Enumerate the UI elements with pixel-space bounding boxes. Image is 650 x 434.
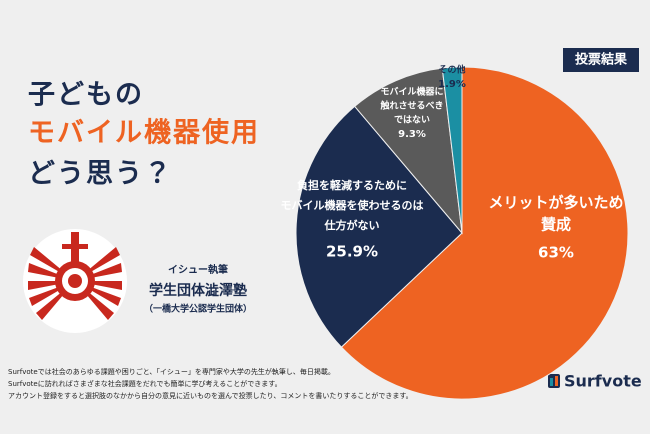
pie (295, 66, 629, 400)
value-label: 63% (538, 244, 574, 262)
pie-slice (353, 67, 463, 235)
author-note: （一橋大学公認学生団体） (144, 303, 252, 315)
footer-line: アカウント登録をすると選択肢のなかから自分の意見に近いものを選んで投票したり、コ… (8, 391, 413, 400)
slice-label: 触れさせるべき (379, 100, 443, 112)
value-label: 25.9% (326, 243, 378, 261)
pie-slice (340, 66, 629, 400)
author-name: 学生団体澁澤塾 (149, 282, 247, 299)
slice-label: メリットが多いため (488, 194, 623, 212)
title-line: 子どもの (28, 80, 144, 111)
title-line: どう思う？ (28, 159, 173, 190)
value-label: 9.3% (398, 129, 426, 140)
slice-label: モバイル機器に (380, 86, 443, 98)
pie-slice (441, 66, 463, 234)
badge-box (563, 48, 639, 72)
slice-label: その他 (438, 64, 465, 76)
footer-line: Surfvoteでは社会のあらゆる課題や困りごと、「イシュー」を専門家や大学の先… (8, 367, 335, 376)
slice-label: 負担を軽減するために (297, 178, 407, 192)
brand-logo (548, 374, 560, 388)
slice-label: 仕方がない (324, 218, 380, 232)
title-line: モバイル機器使用 (28, 118, 260, 149)
pie-slice (295, 105, 463, 348)
slice-label: モバイル機器を使わせるのは (281, 198, 424, 212)
brand: Surfvote (564, 372, 642, 391)
value-label: 1.9% (438, 79, 466, 90)
slice-label: 賛成 (541, 216, 571, 234)
emblem (23, 229, 127, 333)
slice-label: ではない (394, 115, 430, 126)
badge: 投票結果 (575, 52, 627, 68)
footer-line: Surfvoteに訪れればさまざまな社会課題をだれでも簡単に学び考えることができ… (8, 379, 282, 388)
author-role: イシュー執筆 (168, 263, 228, 276)
